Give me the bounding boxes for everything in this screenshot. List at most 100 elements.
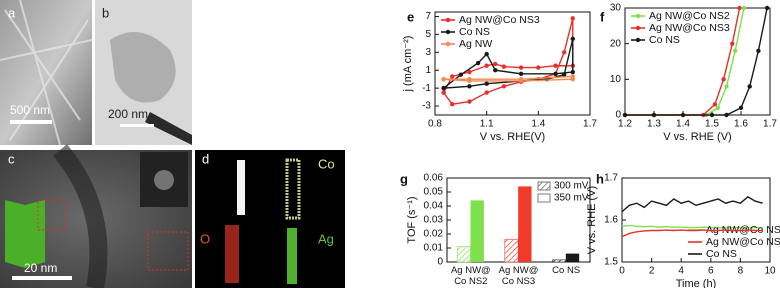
y-tick-label: -1: [422, 83, 431, 94]
nanosheet: [110, 32, 176, 103]
y-tick-label: 0: [437, 257, 443, 268]
panel-label: e: [407, 9, 414, 24]
x-axis-label: V vs. RHE (V): [663, 131, 731, 143]
legend-label: Ag NW@Co NS3: [706, 236, 780, 248]
x-tick-label-box: Ag NW@ Co NS2: [450, 265, 491, 287]
x-tick-label: 1.4: [531, 119, 545, 130]
point: [484, 90, 489, 95]
point: [518, 65, 524, 70]
bar: [456, 246, 471, 263]
point: [561, 50, 567, 55]
legend-label: Co NS: [649, 34, 680, 46]
point: [724, 84, 729, 89]
point: [501, 84, 507, 89]
legend-swatch: [537, 181, 551, 191]
nanowires: [0, 0, 93, 146]
legend-marker: [445, 17, 451, 23]
y-tick-label: -3: [422, 101, 431, 112]
panel-label: b: [102, 5, 109, 20]
zoom-box: [147, 231, 189, 271]
point: [561, 72, 567, 77]
point: [493, 61, 498, 67]
scale-bar: [10, 120, 52, 124]
point: [501, 64, 507, 69]
legend-swatch: [537, 193, 551, 203]
nanowire: [145, 112, 192, 145]
point: [651, 112, 657, 118]
point: [570, 36, 575, 42]
point: [709, 112, 715, 118]
x-tick-label-box: Ag NW@ Co NS3: [498, 265, 539, 287]
series-line: [621, 196, 763, 213]
legend-label: Co NS: [706, 248, 737, 260]
fft-spot: [154, 170, 174, 190]
x-tick-label: Co NS: [552, 265, 581, 276]
panel-label: d: [202, 151, 209, 166]
point: [493, 68, 498, 73]
haadf-wire: [237, 160, 245, 215]
series-line: [621, 224, 763, 229]
element-label: Ag: [318, 231, 334, 246]
y-axis-label: V vs. RHE (V): [586, 186, 598, 254]
point: [441, 76, 446, 82]
bar: [565, 253, 580, 262]
y-axis-label: j (mA cm⁻²): [402, 36, 414, 93]
point: [467, 69, 472, 75]
legend-label: Ag NW@Co NS3: [459, 14, 540, 26]
panel-label: c: [8, 151, 15, 166]
y-tick-label: 1.5: [604, 257, 618, 268]
y-tick-label: 0.01: [424, 243, 444, 254]
point: [712, 102, 718, 107]
point: [724, 112, 729, 118]
legend-marker: [635, 13, 641, 19]
point: [764, 5, 770, 11]
panel-label: f: [600, 9, 605, 24]
panel-label: g: [400, 171, 408, 186]
point: [441, 90, 446, 95]
point: [721, 77, 726, 82]
point: [553, 71, 558, 77]
y-tick-label: 3: [425, 47, 431, 58]
bar: [518, 186, 532, 262]
o-map: [225, 225, 239, 283]
point: [518, 78, 524, 84]
point: [733, 48, 738, 53]
legend-label: 300 mV: [554, 181, 589, 192]
element-label: Co: [318, 156, 335, 171]
point: [741, 5, 747, 11]
x-tick-label: 0.8: [428, 119, 442, 130]
x-tick-label: 1.4: [676, 119, 690, 130]
x-tick-label: 1.6: [734, 119, 748, 130]
point: [737, 5, 742, 11]
y-tick-label: 1.7: [604, 173, 618, 184]
x-tick-label: 8: [738, 266, 744, 277]
point: [747, 84, 752, 89]
y-tick-label: 0.06: [424, 173, 444, 184]
legend-label: Co NS: [459, 26, 490, 38]
point: [467, 99, 472, 104]
point: [553, 63, 558, 68]
x-tick-label: 0: [619, 266, 625, 277]
x-axis-label: V vs. RHE(V): [480, 131, 545, 143]
bar: [552, 259, 567, 263]
point: [738, 105, 744, 111]
x-tick-label: Ag NW@ Co NS2: [450, 265, 491, 287]
point: [536, 65, 541, 70]
point: [467, 78, 472, 84]
point: [450, 102, 455, 107]
x-tick-label: Ag NW@ Co NS3: [498, 265, 539, 287]
point: [715, 105, 720, 111]
point: [458, 72, 464, 77]
y-tick-label: 1: [425, 65, 431, 76]
legend-marker: [635, 37, 641, 43]
y-tick-label: 5: [425, 29, 431, 40]
point: [475, 60, 481, 66]
point: [680, 112, 686, 118]
structure-icon: [5, 200, 45, 268]
x-tick-label: 10: [764, 266, 776, 277]
legend-label: Ag NW@Co NS3: [649, 22, 730, 34]
point: [570, 69, 575, 75]
point: [484, 63, 489, 68]
scale-bar: [120, 124, 154, 127]
plot-frame: [434, 11, 591, 116]
